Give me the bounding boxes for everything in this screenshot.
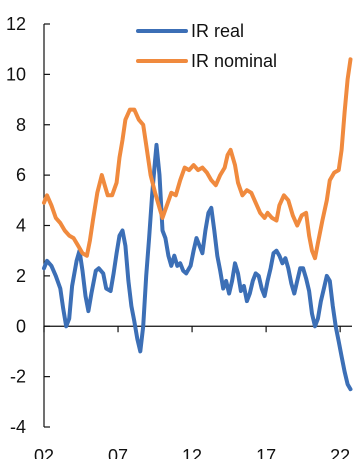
x-tick-label: 07 (108, 446, 128, 459)
y-tick-label: 2 (16, 266, 26, 286)
y-tick-label: 6 (16, 165, 26, 185)
y-ticks: -4 -2 0 2 4 6 8 10 12 (6, 14, 50, 437)
y-tick-label: 8 (16, 115, 26, 135)
y-tick-label: -2 (10, 367, 26, 387)
legend-label-ir-real: IR real (191, 21, 244, 41)
legend-label-ir-nominal: IR nominal (191, 51, 277, 71)
x-tick-label: 17 (256, 446, 276, 459)
y-tick-label: 0 (16, 316, 26, 336)
series-line-ir-real (42, 142, 353, 392)
x-tick-label: 22 (330, 446, 350, 459)
x-ticks: 02 07 12 17 22 (34, 326, 350, 459)
y-tick-label: 12 (6, 14, 26, 34)
y-tick-label: 10 (6, 64, 26, 84)
legend: IR real IR nominal (136, 21, 277, 71)
series-line-ir-nominal (42, 57, 353, 261)
series-layer (42, 57, 353, 392)
x-tick-label: 02 (34, 446, 54, 459)
x-tick-label: 12 (182, 446, 202, 459)
y-tick-label: -4 (10, 417, 26, 437)
y-tick-label: 4 (16, 216, 26, 236)
